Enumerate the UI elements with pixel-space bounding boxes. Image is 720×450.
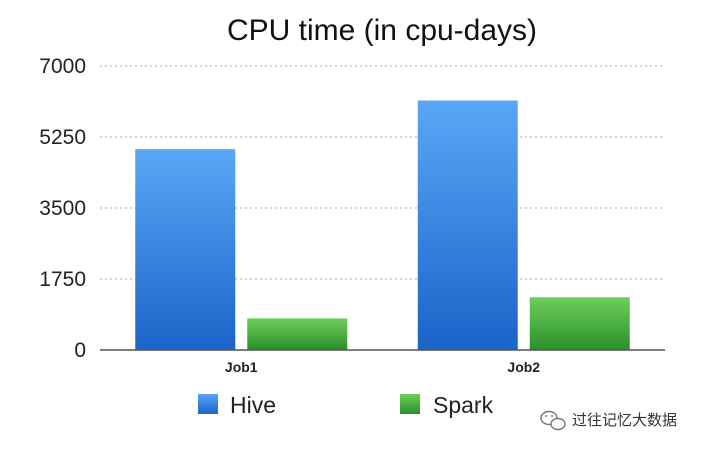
wechat-icon [540,410,566,431]
y-tick-label: 0 [74,339,86,362]
legend-label-spark: Spark [433,392,494,418]
y-tick-label: 5250 [39,126,86,149]
bar-spark-job2 [529,297,630,350]
x-axis-ticks: Job1 Job2 [225,359,540,375]
bar-spark-job1 [247,318,348,350]
x-tick-label: Job1 [225,359,258,375]
x-tick-label: Job2 [507,359,540,375]
bars [135,100,630,350]
legend-swatch-hive [198,394,218,414]
y-axis-ticks: 0 1750 3500 5250 7000 [39,55,86,362]
watermark-text: 过往记忆大数据 [572,411,677,429]
gridlines [100,65,665,280]
y-tick-label: 3500 [39,197,86,220]
legend-label-hive: Hive [230,392,276,418]
watermark: 过往记忆大数据 [540,410,677,431]
bar-hive-job2 [417,100,518,350]
bar-hive-job1 [135,149,236,350]
y-tick-label: 1750 [39,268,86,291]
y-tick-label: 7000 [39,55,86,78]
legend-swatch-spark [400,394,420,414]
chart-title: CPU time (in cpu-days) [227,14,537,47]
legend: Hive Spark [198,392,494,418]
